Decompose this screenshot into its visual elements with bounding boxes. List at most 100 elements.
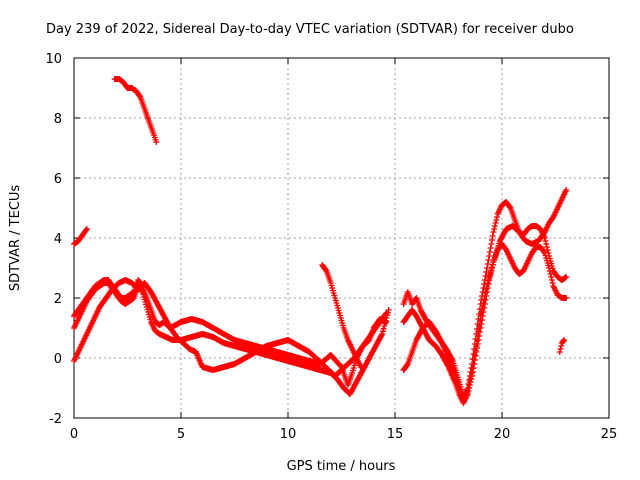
data-point [474, 333, 481, 339]
data-point [541, 249, 548, 255]
data-point [471, 352, 478, 358]
data-point [491, 226, 498, 232]
data-point [546, 265, 553, 271]
grid [74, 58, 609, 418]
data-point [490, 229, 497, 235]
data-point [487, 245, 494, 251]
data-point [382, 320, 389, 327]
data-point [546, 268, 553, 274]
data-point [492, 220, 499, 226]
data-point [483, 269, 490, 275]
data-point [489, 237, 496, 243]
data-point [489, 261, 496, 268]
series-trace-c [71, 277, 390, 379]
data-point [563, 295, 570, 301]
data-point [486, 272, 493, 279]
data-point [482, 273, 489, 279]
data-point [475, 337, 482, 343]
plot-area-border [73, 57, 610, 419]
x-axis-label: GPS time / hours [287, 459, 396, 474]
y-tick-label: -2 [49, 412, 62, 427]
data-point [556, 349, 563, 355]
series-trace-h [71, 226, 90, 247]
data-point [486, 275, 493, 281]
data-point [489, 233, 496, 239]
y-tick-label: 2 [54, 292, 62, 307]
data-point [467, 376, 474, 382]
data-point [474, 338, 481, 344]
data-point [473, 343, 480, 349]
data-point [479, 303, 486, 309]
data-point [549, 280, 556, 286]
data-point [563, 187, 570, 193]
y-tick-label: 0 [54, 352, 62, 367]
data-point [481, 293, 488, 299]
chart-title: Day 239 of 2022, Sidereal Day-to-day VTE… [46, 22, 574, 37]
data-point [476, 323, 483, 329]
data-point [484, 261, 491, 267]
data-point [482, 289, 489, 296]
data-point [488, 241, 495, 247]
data-point [543, 244, 550, 250]
data-point [357, 364, 364, 370]
data-point [83, 227, 90, 233]
data-point [470, 361, 477, 367]
data-point [381, 323, 388, 329]
data-point [476, 318, 483, 324]
series-trace-j [556, 337, 568, 355]
data-point [153, 139, 160, 145]
series-trace-g [400, 187, 570, 403]
x-tick-label: 20 [494, 427, 511, 442]
data-point [479, 306, 486, 313]
y-tick-label: 6 [54, 172, 62, 187]
x-tick-label: 25 [601, 427, 618, 442]
data-point [471, 356, 478, 363]
data-point [379, 331, 386, 337]
data-point [487, 269, 494, 276]
data-point [481, 296, 488, 303]
data-point [380, 325, 387, 332]
x-tick-label: 10 [280, 427, 297, 442]
data-point [547, 271, 554, 277]
data-point [563, 274, 570, 280]
data-point [478, 309, 485, 316]
y-tick-label: 4 [54, 232, 62, 247]
series-trace-i [111, 76, 160, 145]
data-point [472, 353, 479, 359]
data-point [488, 267, 495, 273]
data-point [466, 382, 473, 388]
x-tick-label: 0 [70, 427, 78, 442]
data-point [485, 257, 492, 263]
data-point [491, 223, 498, 229]
series-trace-d [319, 262, 364, 370]
data-point [543, 241, 550, 247]
data-point [486, 249, 493, 255]
data-point [489, 264, 496, 271]
data-point [383, 310, 390, 316]
data-point [558, 343, 565, 349]
data-point [561, 337, 568, 343]
data-point [542, 238, 549, 244]
data-point [493, 217, 500, 223]
y-axis-label: SDTVAR / TECUs [8, 185, 23, 292]
x-tick-label: 5 [177, 427, 185, 442]
data-point [494, 214, 501, 220]
data-point [484, 283, 491, 289]
data-point [484, 280, 491, 287]
data-point [138, 288, 145, 294]
data-point [464, 388, 471, 394]
data-point [382, 311, 389, 317]
data-point [480, 299, 487, 306]
data-point [557, 346, 564, 352]
y-tick-label: 10 [45, 52, 62, 67]
data-point [469, 365, 476, 372]
data-point [83, 226, 90, 232]
data-point [466, 379, 473, 385]
x-tick-label: 15 [387, 427, 404, 442]
data-point [378, 332, 385, 339]
data-point [486, 253, 493, 259]
data-point [475, 328, 482, 334]
data-point [548, 277, 555, 283]
data-point [560, 338, 567, 344]
